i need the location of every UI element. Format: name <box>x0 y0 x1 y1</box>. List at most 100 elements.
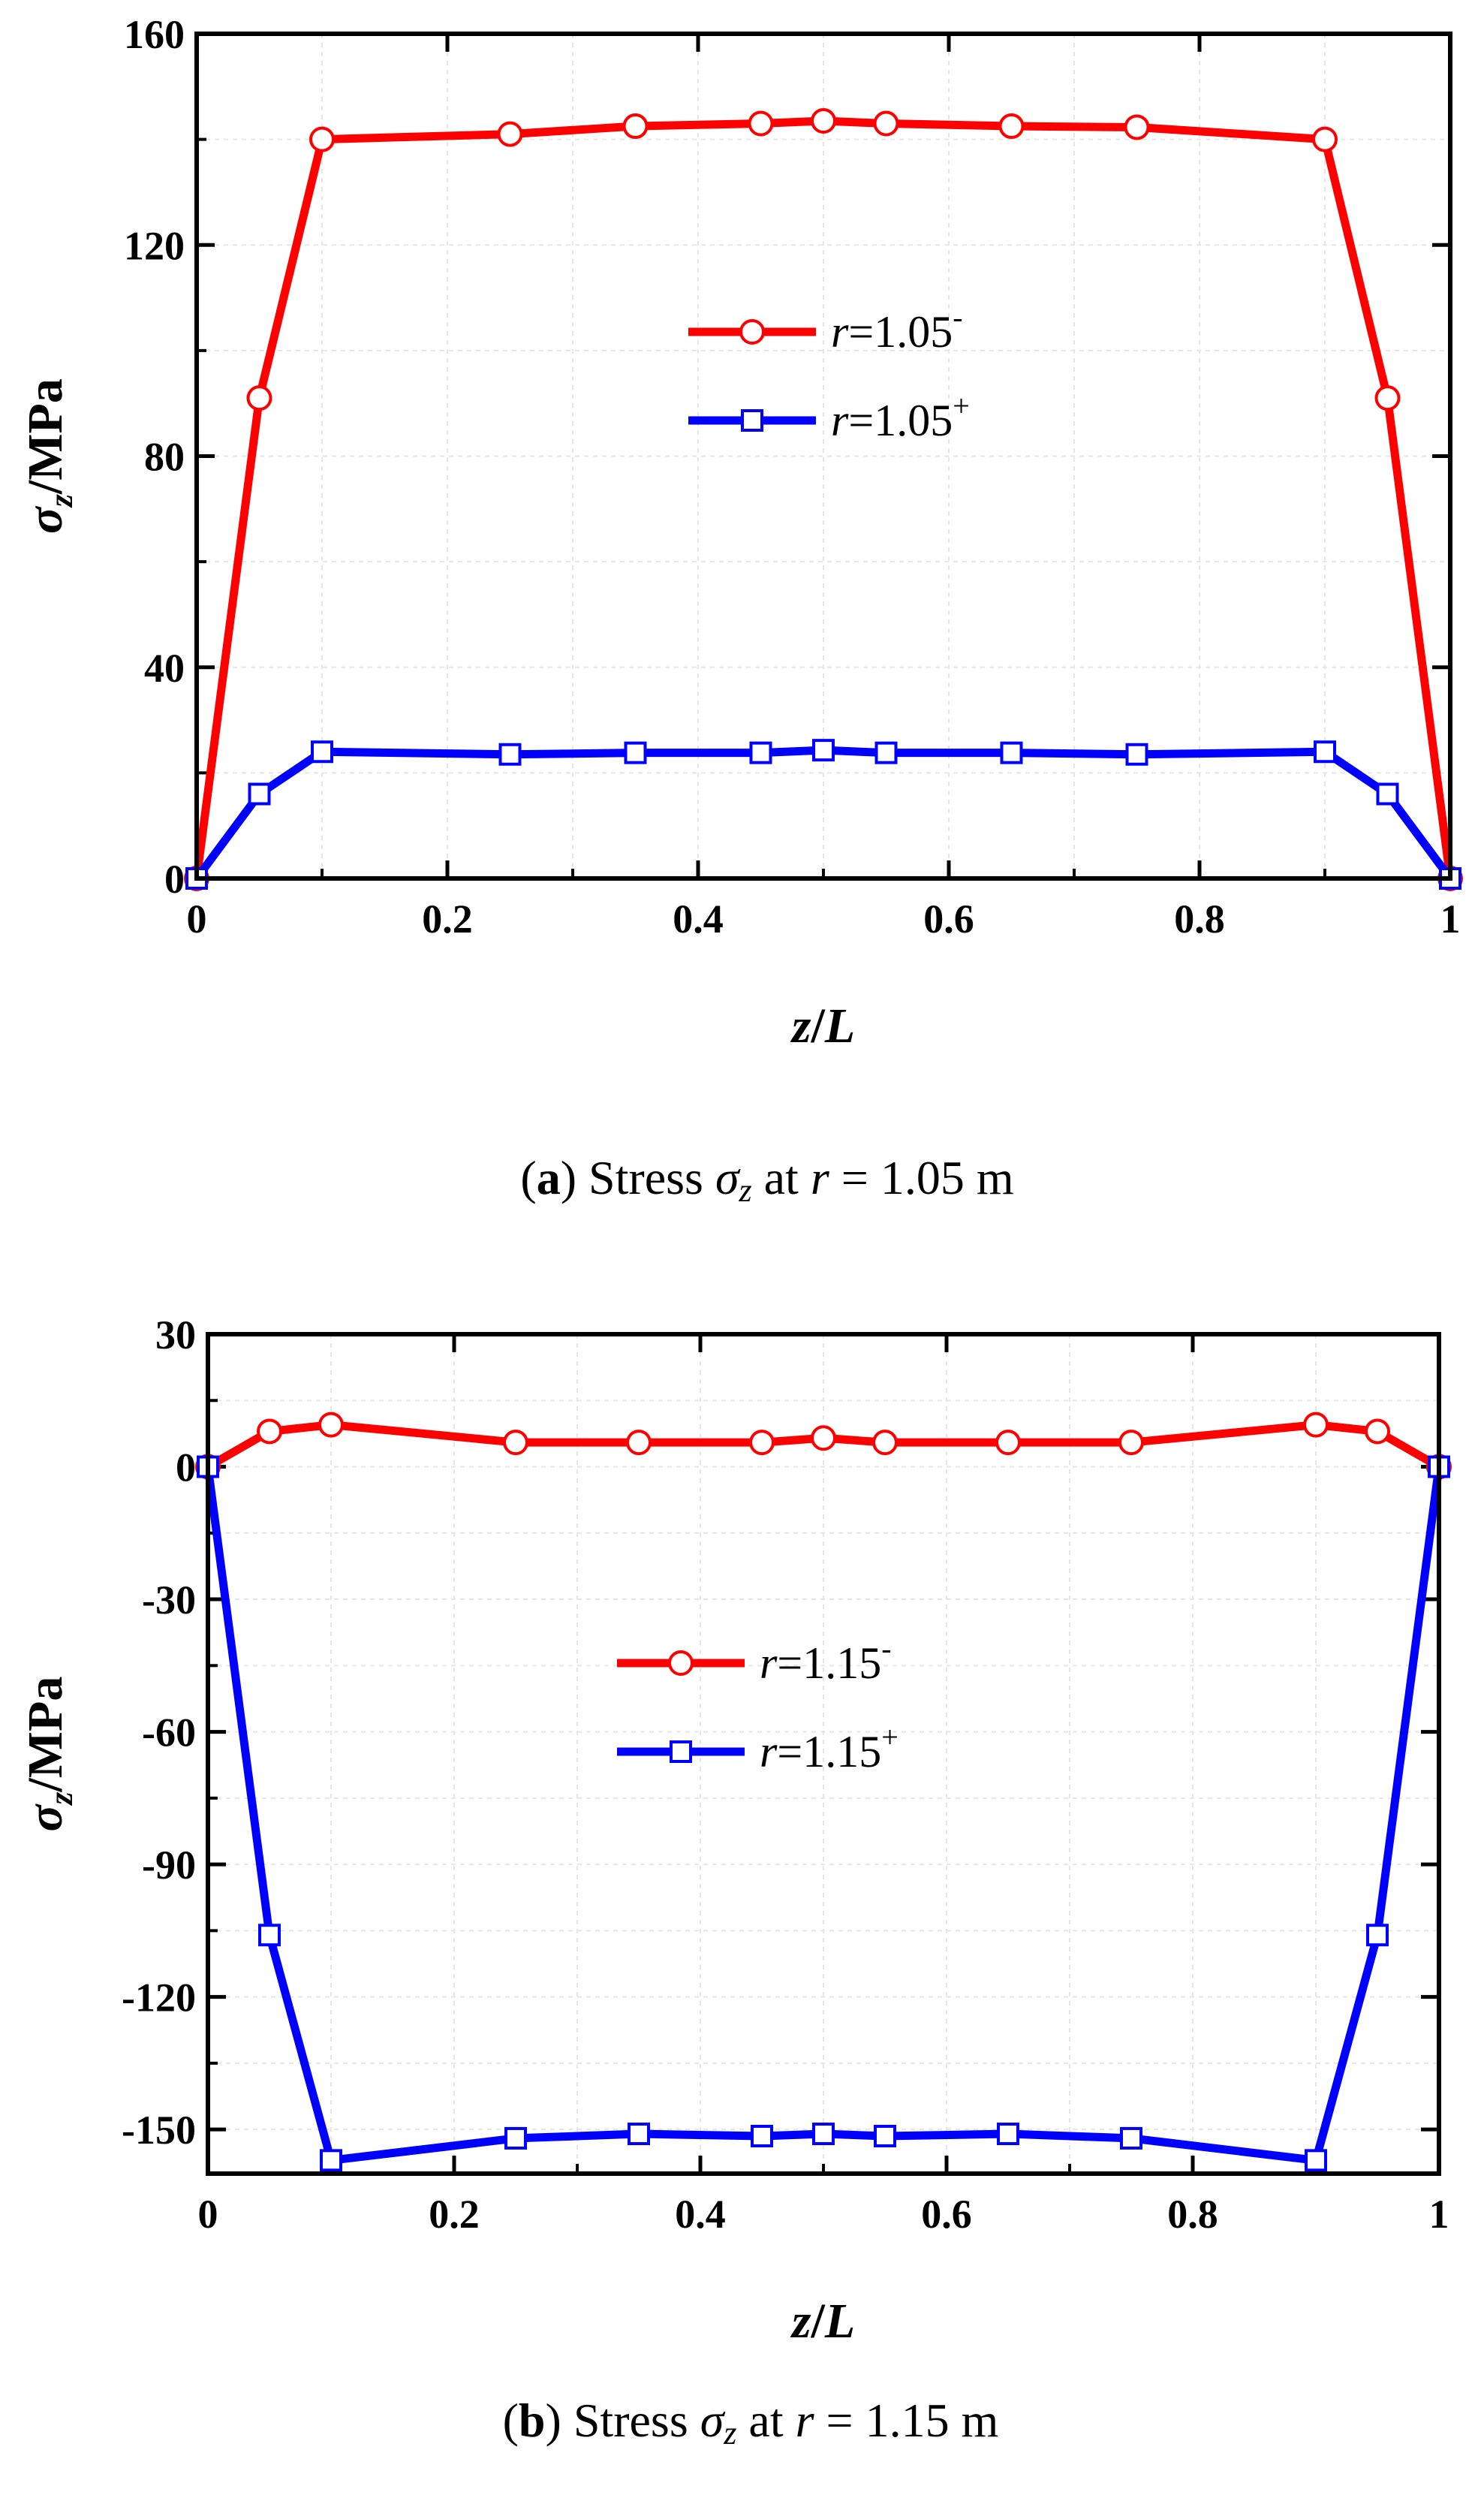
x-axis-title-slash: / <box>811 999 826 1053</box>
data-point-square <box>812 739 835 762</box>
data-point-square <box>258 1924 281 1947</box>
series-line-plus <box>193 746 1454 881</box>
y-axis-title-unit: /MPa <box>18 378 73 495</box>
data-point-square <box>749 741 772 764</box>
x-axis-title-slash: / <box>811 2294 826 2349</box>
x-axis-title-den: L <box>824 999 855 1053</box>
data-point-square <box>1376 782 1399 806</box>
caption-subscript: z <box>739 1172 752 1209</box>
legend-label-value: =1.05 <box>848 307 953 357</box>
caption-rest: = 1.15 m <box>814 2394 999 2447</box>
data-point-circle <box>1312 126 1338 152</box>
y-tick-label: -30 <box>142 1577 196 1623</box>
data-point-square <box>997 2123 1019 2146</box>
data-point-circle <box>998 113 1025 140</box>
x-axis-title-den: L <box>824 2294 855 2349</box>
data-point-circle <box>995 1430 1021 1456</box>
y-tick-label: 30 <box>155 1312 196 1357</box>
caption-mid: at <box>752 1151 811 1204</box>
legend-marker-square <box>670 1740 692 1763</box>
legend-entry-minus: r=1.05- <box>688 300 963 357</box>
x-tick-label: 0.8 <box>1167 2192 1218 2237</box>
data-point-square <box>504 2126 527 2150</box>
caption-paren-close: ) <box>546 2394 561 2447</box>
data-point-circle <box>622 113 649 140</box>
data-point-square <box>628 2123 650 2146</box>
caption-subscript: z <box>723 2415 736 2451</box>
legend-marker-square <box>741 409 763 432</box>
data-point-square <box>248 782 271 806</box>
y-tick-label: -150 <box>122 2108 196 2153</box>
caption-label: b <box>519 2394 546 2447</box>
data-point-circle <box>318 1412 344 1438</box>
data-point-square <box>1000 741 1023 764</box>
legend-label-var: r <box>831 307 849 357</box>
caption-text: Stress <box>576 1151 715 1204</box>
y-axis-title-sym: σ <box>18 505 73 534</box>
data-point-circle <box>873 110 899 137</box>
caption-text: Stress <box>561 2394 700 2447</box>
legend-label-value: =1.15 <box>777 1727 881 1776</box>
x-tick-label: 1 <box>1429 2192 1449 2237</box>
caption-paren-open: ( <box>503 2394 519 2447</box>
y-axis-title-sym: σ <box>18 1803 73 1831</box>
legend-label-sup: + <box>953 389 970 423</box>
data-point-circle <box>872 1430 898 1456</box>
x-tick-label: 0.4 <box>675 2192 726 2237</box>
data-point-circle <box>1374 385 1401 411</box>
data-point-circle <box>497 121 523 147</box>
legend-entry-minus: r=1.15- <box>617 1632 892 1688</box>
caption-var: r <box>811 1151 830 1204</box>
x-tick-label: 0.4 <box>673 896 724 942</box>
caption-label: a <box>537 1151 561 1204</box>
x-tick-label: 1 <box>1440 896 1461 942</box>
x-axis-title: z/L <box>790 2294 855 2349</box>
x-axis-title-var: z <box>790 999 811 1053</box>
x-axis-title: z/L <box>790 999 855 1053</box>
legend-entry-plus: r=1.05+ <box>688 389 970 445</box>
data-point-circle <box>246 385 272 411</box>
data-point-square <box>311 740 333 764</box>
data-point-square <box>751 2124 773 2147</box>
x-tick-label: 0 <box>187 896 207 942</box>
y-tick-label: 40 <box>144 646 185 691</box>
data-point-circle <box>503 1430 528 1456</box>
legend-label-var: r <box>760 1727 778 1776</box>
data-point-circle <box>749 1430 775 1456</box>
caption-rest: = 1.05 m <box>829 1151 1014 1204</box>
caption-symbol: σ <box>715 1151 741 1204</box>
data-point-circle <box>811 108 836 134</box>
y-tick-label: 0 <box>164 857 185 902</box>
y-tick-label: 0 <box>176 1445 196 1490</box>
data-point-circle <box>257 1418 282 1445</box>
chart-panel-b: 0 0.2 0.4 0.6 0.8 1300-30-60-90-120-150z/Lσz/… <box>18 1312 1452 2349</box>
x-tick-label: 0.6 <box>923 896 974 942</box>
plot-frame <box>206 1332 1441 2176</box>
y-axis-title-sub: z <box>43 1792 80 1806</box>
y-tick-label: 160 <box>124 12 185 57</box>
data-point-square <box>812 2123 835 2146</box>
legend-label-sup: - <box>953 300 962 334</box>
legend-marker-circle <box>739 319 765 345</box>
data-point-circle <box>309 126 335 152</box>
y-tick-label: 80 <box>144 435 185 480</box>
legend-marker-circle <box>668 1650 694 1676</box>
legend-label: r=1.05- <box>831 300 963 357</box>
chart-panel-a: 0 0.2 0.4 0.6 0.8 104080120160z/Lσz/MPar=1.05… <box>18 12 1463 1053</box>
legend-label-var: r <box>831 396 849 445</box>
x-tick-label: 0.2 <box>429 2192 480 2237</box>
legend-label-sup: - <box>881 1632 891 1665</box>
data-point-square <box>320 2149 342 2172</box>
data-point-square <box>874 2124 896 2147</box>
y-tick-label: 120 <box>124 223 185 268</box>
data-point-square <box>1366 1924 1389 1947</box>
data-point-circle <box>811 1425 836 1451</box>
x-tick-label: 0 <box>198 2192 218 2237</box>
y-tick-label: -120 <box>122 1975 196 2020</box>
legend-label-value: =1.15 <box>777 1638 881 1688</box>
data-point-circle <box>748 110 774 137</box>
y-tick-label: -90 <box>142 1843 196 1888</box>
legend-label: r=1.15+ <box>760 1720 899 1776</box>
legend-label-sup: + <box>881 1720 899 1754</box>
